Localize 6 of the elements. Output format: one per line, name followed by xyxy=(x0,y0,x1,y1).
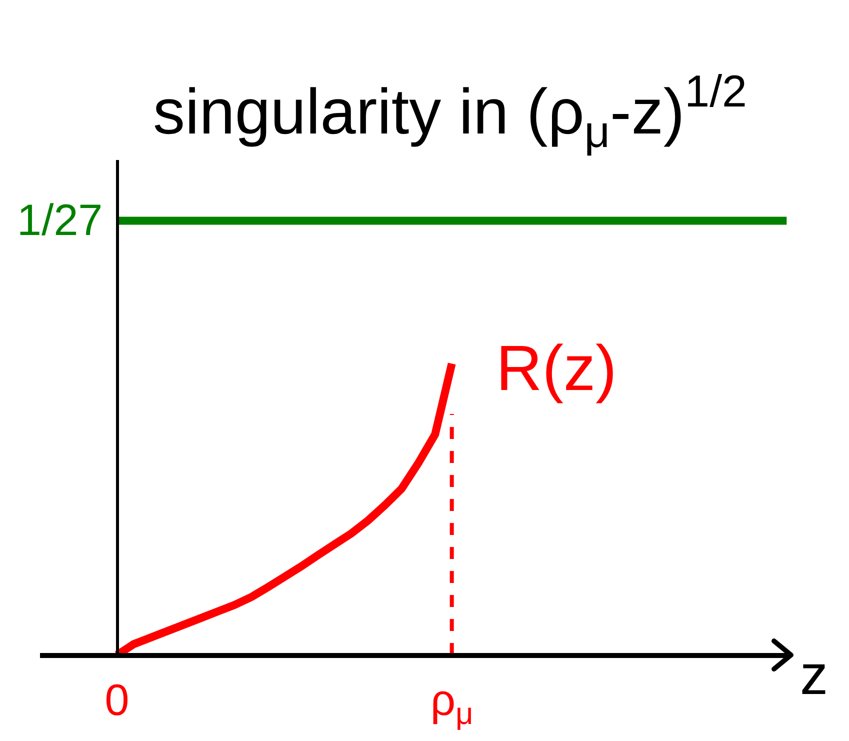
x-tick-label: 0 xyxy=(104,676,130,725)
x-axis-title: z xyxy=(800,643,828,706)
annotation: 1/27 xyxy=(17,196,103,245)
chart-title: singularity in (ρ$_{μ}$-z)$^{1/2}$ xyxy=(153,66,747,157)
x-tick-label: ρ$_{μ}$ xyxy=(430,676,474,732)
series-label: R(z) xyxy=(496,332,617,404)
